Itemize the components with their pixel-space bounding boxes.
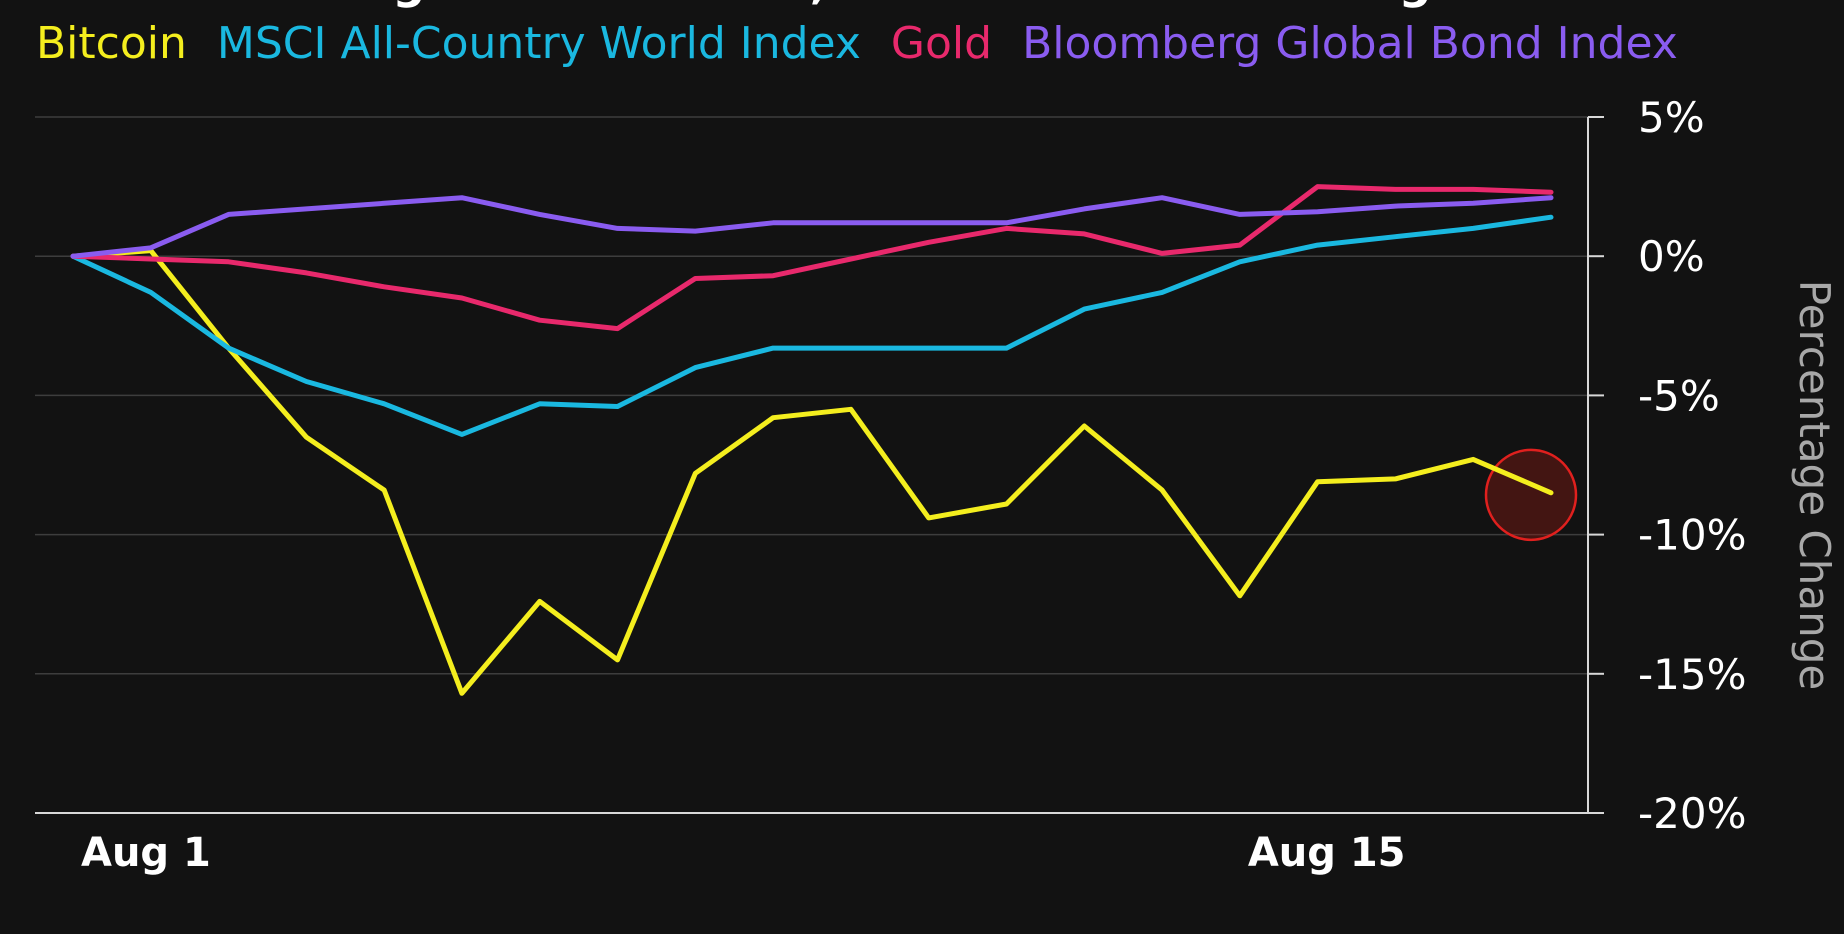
y-tick-label-4: -15% <box>1638 650 1747 699</box>
legend-item-1: MSCI All-Country World Index <box>217 18 861 69</box>
x-tick-label-0: Aug 1 <box>81 830 211 876</box>
y-tick-label-5: -20% <box>1638 789 1747 838</box>
gridlines <box>35 116 1588 814</box>
legend-item-0: Bitcoin <box>36 18 187 69</box>
y-tick-label-3: -10% <box>1638 511 1747 560</box>
series-line-0 <box>70 248 1554 696</box>
y-axis-label: Percentage Change <box>1790 280 1839 690</box>
y-tick-label-2: -5% <box>1638 371 1720 420</box>
y-tick-label-1: 0% <box>1638 232 1705 281</box>
y-axis: 5% 0% -5% -10% -15% -20% <box>1587 93 1747 838</box>
annotations <box>1484 448 1578 542</box>
series-line-3 <box>70 195 1554 259</box>
series-line-2 <box>70 184 1554 332</box>
series-line-1 <box>70 214 1554 437</box>
highlight-circle-0 <box>1484 448 1578 542</box>
series-lines <box>70 184 1554 696</box>
legend-item-2: Gold <box>891 18 992 69</box>
legend-item-3: Bloomberg Global Bond Index <box>1022 18 1678 69</box>
x-tick-label-1: Aug 15 <box>1248 830 1406 876</box>
y-tick-label-0: 5% <box>1638 93 1705 142</box>
chart-title: Bitcoin Trailing Behind Stocks, Gold and… <box>36 0 1514 9</box>
x-axis: Aug 1 Aug 15 <box>81 830 1405 876</box>
legend: Bitcoin MSCI All-Country World Index Gold B… <box>36 18 1678 69</box>
